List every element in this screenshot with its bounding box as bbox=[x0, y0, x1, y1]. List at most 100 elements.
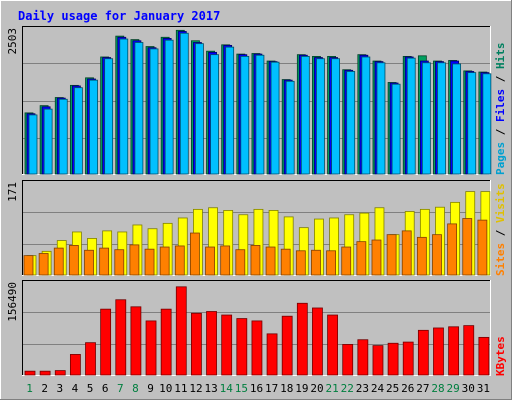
bar-sites-day-31 bbox=[477, 219, 488, 276]
legend-hits: Hits bbox=[494, 43, 507, 70]
x-tick-label-day-20: 20 bbox=[310, 382, 323, 395]
bar-sites-day-15 bbox=[235, 249, 246, 276]
bar-sites-day-7 bbox=[114, 249, 125, 276]
bar-pages-day-2 bbox=[43, 108, 53, 175]
bar-kbytes-day-29 bbox=[448, 326, 460, 376]
x-tick-label-day-17: 17 bbox=[265, 382, 278, 395]
bar-pages-day-17 bbox=[270, 61, 280, 175]
bar-pages-day-10 bbox=[164, 39, 174, 175]
bar-kbytes-day-26 bbox=[402, 341, 414, 376]
bar-sites-day-4 bbox=[68, 245, 79, 276]
bar-kbytes-day-27 bbox=[417, 329, 429, 376]
panel-hits-files-pages-y-max-label: 2503 bbox=[6, 28, 19, 55]
panel-kbytes-y-max-label: 156490 bbox=[6, 282, 19, 322]
x-tick-label-day-19: 19 bbox=[295, 382, 308, 395]
bar-kbytes-day-1 bbox=[24, 370, 36, 376]
x-tick-label-day-12: 12 bbox=[189, 382, 202, 395]
plot-area: 2503 Pages / Files / Hits 171 Sites / Visit… bbox=[6, 26, 507, 395]
bar-pages-day-13 bbox=[210, 54, 219, 175]
x-tick-label-day-14: 14 bbox=[220, 382, 234, 395]
panel-sites-visits-legend: Sites / Visits bbox=[494, 183, 507, 276]
legend-files: Files bbox=[494, 89, 507, 122]
bar-sites-day-5 bbox=[84, 249, 94, 276]
x-tick-label-day-29: 29 bbox=[447, 382, 460, 395]
x-tick-label-day-15: 15 bbox=[235, 382, 248, 395]
x-tick-label-day-22: 22 bbox=[341, 382, 354, 395]
panel-kbytes-legend: KBytes bbox=[494, 336, 507, 376]
bar-sites-day-8 bbox=[129, 244, 140, 276]
bar-sites-day-6 bbox=[99, 247, 110, 276]
chart-title: Daily usage for January 2017 bbox=[18, 9, 220, 23]
bar-kbytes-day-5 bbox=[85, 342, 96, 376]
bar-pages-day-3 bbox=[58, 98, 68, 175]
legend-separator: / bbox=[494, 69, 507, 89]
bar-sites-day-26 bbox=[401, 230, 412, 276]
bar-sites-day-29 bbox=[447, 223, 458, 276]
bar-kbytes-day-30 bbox=[463, 325, 475, 376]
bar-sites-day-14 bbox=[220, 245, 231, 276]
x-tick-label-day-24: 24 bbox=[371, 382, 385, 395]
bar-pages-day-19 bbox=[300, 56, 310, 175]
bar-kbytes-day-13 bbox=[206, 311, 217, 376]
x-tick-label-day-8: 8 bbox=[132, 382, 139, 395]
bar-kbytes-day-20 bbox=[312, 307, 323, 376]
bar-kbytes-day-19 bbox=[296, 302, 308, 376]
bar-pages-day-26 bbox=[406, 57, 416, 175]
bar-kbytes-day-25 bbox=[387, 342, 399, 376]
bar-kbytes-day-17 bbox=[266, 333, 278, 376]
bar-sites-day-24 bbox=[371, 239, 382, 276]
bar-sites-day-2 bbox=[38, 253, 49, 276]
x-tick-label-day-27: 27 bbox=[416, 382, 429, 395]
bar-pages-day-15 bbox=[240, 56, 250, 175]
bar-pages-day-30 bbox=[467, 72, 477, 175]
bar-pages-day-11 bbox=[179, 32, 189, 175]
legend-separator: / bbox=[494, 122, 507, 142]
bar-pages-day-16 bbox=[255, 54, 265, 175]
bar-pages-day-28 bbox=[437, 62, 446, 175]
bar-sites-day-18 bbox=[280, 248, 291, 276]
x-tick-label-day-10: 10 bbox=[159, 382, 172, 395]
bar-kbytes-day-10 bbox=[160, 308, 172, 376]
bar-pages-day-4 bbox=[73, 87, 83, 175]
legend-visits: Visits bbox=[494, 183, 507, 223]
x-tick-label-day-26: 26 bbox=[401, 382, 414, 395]
legend-kbytes: KBytes bbox=[494, 336, 507, 376]
bar-sites-day-20 bbox=[311, 249, 321, 276]
bar-sites-day-23 bbox=[356, 241, 367, 276]
x-tick-label-day-11: 11 bbox=[174, 382, 187, 395]
legend-pages: Pages bbox=[494, 142, 507, 175]
bar-kbytes-day-16 bbox=[251, 320, 263, 376]
bar-pages-day-23 bbox=[361, 56, 371, 175]
x-tick-label-day-28: 28 bbox=[431, 382, 444, 395]
bar-pages-day-12 bbox=[195, 43, 204, 175]
bar-pages-day-9 bbox=[149, 48, 159, 175]
bar-kbytes-day-31 bbox=[478, 336, 490, 376]
x-tick-label-day-18: 18 bbox=[280, 382, 293, 395]
bar-pages-day-18 bbox=[285, 80, 295, 175]
bar-sites-day-1 bbox=[23, 255, 34, 276]
bar-kbytes-day-15 bbox=[236, 318, 248, 376]
bar-pages-day-5 bbox=[89, 79, 98, 175]
bar-pages-day-7 bbox=[119, 38, 129, 175]
x-tick-label-day-3: 3 bbox=[57, 382, 64, 395]
x-tick-label-day-25: 25 bbox=[386, 382, 399, 395]
bar-kbytes-day-24 bbox=[372, 345, 384, 376]
bar-sites-day-30 bbox=[462, 218, 473, 276]
bar-kbytes-day-4 bbox=[69, 354, 81, 376]
x-tick-label-day-13: 13 bbox=[204, 382, 217, 395]
bar-kbytes-day-7 bbox=[115, 299, 127, 376]
bar-pages-day-8 bbox=[134, 42, 144, 175]
bar-kbytes-day-2 bbox=[39, 370, 51, 376]
x-tick-label-day-6: 6 bbox=[102, 382, 109, 395]
bar-sites-day-10 bbox=[159, 246, 170, 276]
x-tick-label-day-30: 30 bbox=[462, 382, 475, 395]
bar-pages-day-25 bbox=[391, 83, 401, 175]
x-tick-label-day-23: 23 bbox=[356, 382, 369, 395]
bar-sites-day-17 bbox=[265, 246, 276, 276]
bar-pages-day-27 bbox=[421, 62, 431, 175]
bar-kbytes-day-3 bbox=[54, 370, 66, 376]
bar-pages-day-24 bbox=[376, 62, 386, 175]
bar-pages-day-21 bbox=[331, 58, 340, 175]
panel-sites-visits-y-max-label: 171 bbox=[6, 182, 19, 202]
